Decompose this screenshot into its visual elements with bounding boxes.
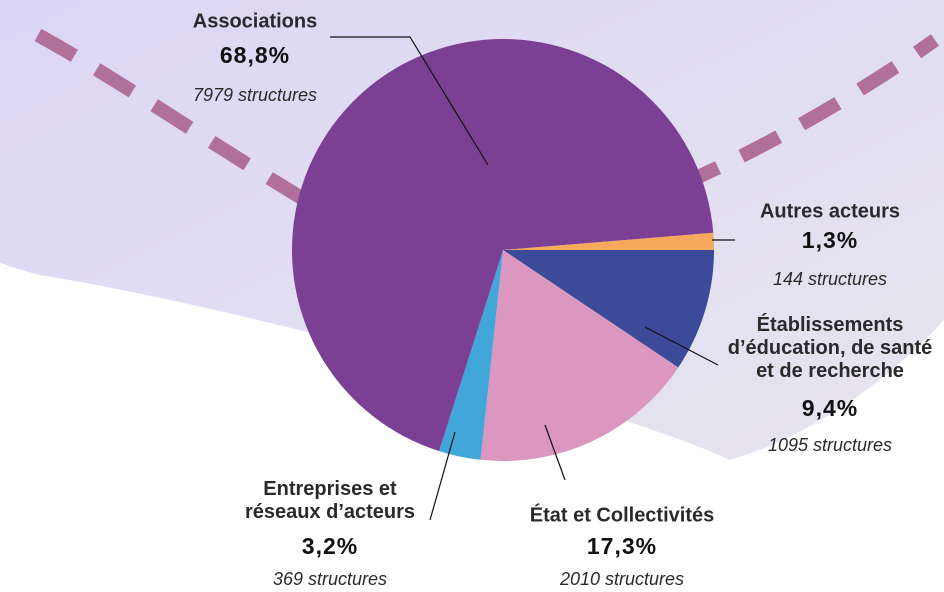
category-label: Associations xyxy=(193,10,317,32)
pie xyxy=(292,39,714,461)
leader-line xyxy=(544,424,566,481)
value-label: 3,2% xyxy=(302,533,358,559)
category-label: Établissements d’éducation, de santé et de… xyxy=(728,313,932,382)
count-label: 7979 structures xyxy=(193,85,317,105)
count-label: 369 structures xyxy=(273,569,387,589)
pie-slice xyxy=(503,250,714,368)
pie-slice xyxy=(503,232,714,250)
pie-slice xyxy=(439,250,503,460)
leader-line xyxy=(644,326,719,366)
value-label: 1,3% xyxy=(802,227,858,253)
count-label: 144 structures xyxy=(773,269,887,289)
value-label: 17,3% xyxy=(587,533,657,559)
pie-slice xyxy=(480,250,679,461)
pie-slice xyxy=(292,39,714,452)
category-label: Entreprises et réseaux d’acteurs xyxy=(245,478,415,523)
leader-line xyxy=(429,431,456,521)
value-label: 68,8% xyxy=(220,42,290,68)
labels: Établissements d’éducation, de santé et de… xyxy=(193,10,932,588)
category-label: État et Collectivités xyxy=(530,503,715,526)
value-label: 9,4% xyxy=(802,395,858,421)
dashed-curve xyxy=(677,34,940,192)
count-label: 2010 structures xyxy=(559,569,684,589)
count-label: 1095 structures xyxy=(768,435,892,455)
leader-line xyxy=(330,36,489,166)
category-label: Autres acteurs xyxy=(760,200,900,222)
dashed-curve xyxy=(34,28,334,222)
